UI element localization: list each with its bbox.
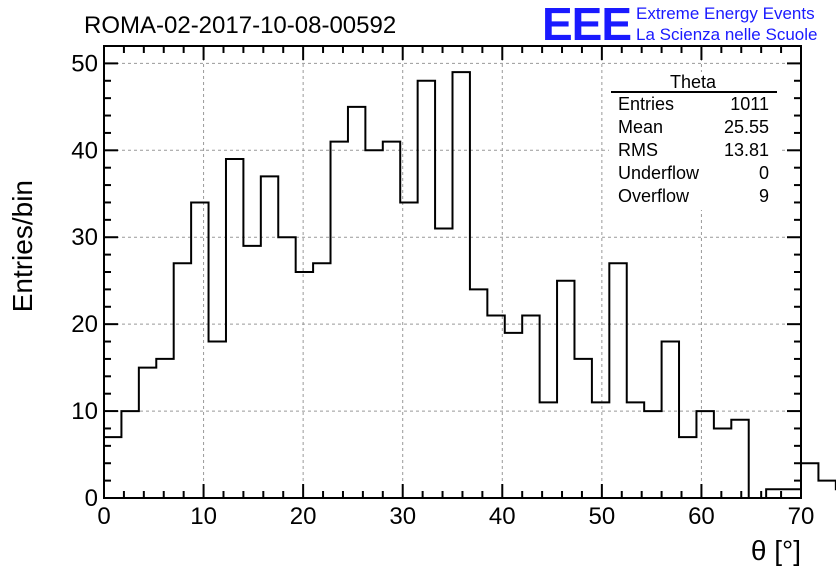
histogram-bin <box>557 281 574 498</box>
eee-logo: EEE Extreme Energy Events La Scienza nel… <box>542 0 817 50</box>
stats-row-value: 1011 <box>730 94 769 114</box>
stats-box: Theta Entries 1011 Mean 25.55 RMS 13.81 Underf… <box>609 72 779 210</box>
y-tick-label: 0 <box>85 485 98 512</box>
x-axis-label: θ [°] <box>751 535 801 566</box>
histogram-bin <box>592 402 609 498</box>
histogram-bin <box>331 142 348 498</box>
y-tick-label: 50 <box>71 50 98 77</box>
histogram-bin <box>348 107 365 498</box>
histogram-bin <box>470 289 487 498</box>
stats-box-background <box>609 72 779 210</box>
histogram-bin <box>679 437 696 498</box>
y-axis-label: Entries/bin <box>7 180 38 312</box>
stats-row-value: 13.81 <box>724 140 769 160</box>
histogram-bin <box>156 359 173 498</box>
histogram-bin <box>662 342 679 498</box>
y-tick-label: 30 <box>71 224 98 251</box>
histogram-bin <box>418 81 435 498</box>
axis-ticks <box>103 45 802 499</box>
histogram-bin <box>383 142 400 498</box>
stats-row-label: Mean <box>618 117 663 137</box>
histogram-bin <box>731 420 748 498</box>
histogram-bin <box>296 272 313 498</box>
histogram-bin <box>540 402 557 498</box>
histogram-bin <box>453 72 470 498</box>
histogram-bin <box>714 428 731 498</box>
x-tick-label: 50 <box>589 503 616 530</box>
chart-title: ROMA-02-2017-10-08-00592 <box>84 12 396 39</box>
histogram-bin <box>139 368 156 498</box>
histogram-bin <box>818 481 835 498</box>
x-tick-label: 30 <box>389 503 416 530</box>
histogram-bin <box>243 246 260 498</box>
histogram-outline <box>103 71 836 499</box>
histogram-bin <box>209 342 226 498</box>
histogram-bin <box>261 176 278 498</box>
histogram-bin <box>627 402 644 498</box>
x-tick-label: 40 <box>489 503 516 530</box>
histogram-bin <box>174 263 191 498</box>
stats-row-value: 9 <box>759 186 769 206</box>
eee-logo-line2: La Scienza nelle Scuole <box>636 25 817 44</box>
eee-logo-mark: EEE <box>542 0 631 50</box>
stats-box-title: Theta <box>670 72 717 92</box>
stats-box-rows: Entries 1011 Mean 25.55 RMS 13.81 Underflow 0 Ov… <box>618 94 769 206</box>
y-tick-label: 40 <box>71 137 98 164</box>
histogram-bin <box>801 463 818 498</box>
x-tick-labels: 0 10 20 30 40 50 60 70 <box>97 503 814 530</box>
y-tick-label: 10 <box>71 398 98 425</box>
histogram-bin <box>609 263 626 498</box>
y-tick-labels: 0 10 20 30 40 50 <box>71 50 98 512</box>
y-tick-label: 20 <box>71 311 98 338</box>
stats-row-label: RMS <box>618 140 658 160</box>
x-tick-label: 10 <box>190 503 217 530</box>
eee-logo-line1: Extreme Energy Events <box>636 4 815 23</box>
stats-row-label: Underflow <box>618 163 700 183</box>
x-tick-label: 20 <box>290 503 317 530</box>
stats-row-label: Entries <box>618 94 674 114</box>
histogram-bin <box>121 411 138 498</box>
histogram-bin <box>313 263 330 498</box>
histogram-bin <box>191 202 208 498</box>
histogram-bin <box>574 359 591 498</box>
stats-row-value: 25.55 <box>724 117 769 137</box>
histogram-bin <box>522 315 539 498</box>
histogram-bin <box>696 411 713 498</box>
histogram-bin <box>644 411 661 498</box>
stats-row-label: Overflow <box>618 186 690 206</box>
x-tick-label: 70 <box>788 503 815 530</box>
histogram-bin <box>278 237 295 498</box>
histogram-bin <box>435 229 452 498</box>
x-tick-label: 0 <box>97 503 110 530</box>
histogram-bin <box>784 489 801 498</box>
x-tick-label: 60 <box>688 503 715 530</box>
histogram-bin <box>505 333 522 498</box>
stats-row-value: 0 <box>759 163 769 183</box>
histogram-bin <box>226 159 243 498</box>
